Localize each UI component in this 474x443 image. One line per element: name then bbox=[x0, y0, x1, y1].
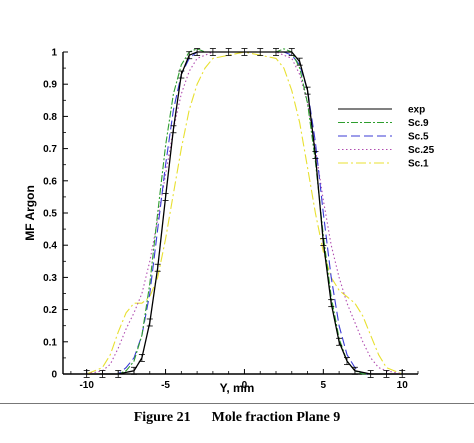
legend-label-sc-5: Sc.5 bbox=[408, 132, 429, 143]
caption-divider bbox=[0, 403, 474, 404]
x-tick-label: 0 bbox=[242, 380, 248, 391]
legend-label-sc-25: Sc.25 bbox=[408, 145, 435, 156]
y-tick-label: 1 bbox=[51, 48, 57, 59]
figure-number: Figure 21 bbox=[133, 410, 191, 425]
x-tick-label: 10 bbox=[397, 380, 409, 391]
series-line-sc-1 bbox=[86, 51, 403, 375]
series-line-sc-5 bbox=[86, 51, 403, 375]
y-tick-label: 0.3 bbox=[43, 273, 57, 284]
x-tick-label: -10 bbox=[79, 380, 94, 391]
y-tick-label: 0.1 bbox=[43, 337, 57, 348]
y-tick-label: 0 bbox=[51, 370, 57, 381]
series-line-sc-9 bbox=[86, 48, 403, 375]
series-line-exp bbox=[86, 51, 403, 375]
y-tick-label: 0.6 bbox=[43, 176, 57, 187]
y-tick-label: 0.9 bbox=[43, 80, 57, 91]
x-tick-label: 5 bbox=[321, 380, 327, 391]
y-tick-label: 0.4 bbox=[43, 241, 57, 252]
figure-caption: Figure 21 Mole fraction Plane 9 bbox=[0, 410, 474, 426]
x-tick-label: -5 bbox=[161, 380, 170, 391]
figure-title: Mole fraction Plane 9 bbox=[211, 410, 341, 425]
plot-area bbox=[63, 52, 418, 374]
x-axis-title: Y, mm bbox=[220, 381, 255, 395]
ticks-layer: 0 0.1 0.2 0.3 0.4 0.5 0.6 0.7 0.8 0.9 1 -10 -5 0 5 10 bbox=[43, 48, 419, 391]
chart: 0 0.1 0.2 0.3 0.4 0.5 0.6 0.7 0.8 0.9 1 -10 -5 0 5 10 Y… bbox=[23, 48, 435, 396]
y-tick-label: 0.8 bbox=[43, 112, 57, 123]
series-layer bbox=[83, 48, 406, 378]
legend-label-sc-1: Sc.1 bbox=[408, 159, 429, 170]
y-axis-title: MF Argon bbox=[23, 185, 37, 241]
legend-label-exp: exp bbox=[408, 105, 425, 116]
series-line-sc-25 bbox=[86, 51, 403, 375]
legend: exp Sc.9 Sc.5 Sc.25 Sc.1 bbox=[338, 105, 435, 170]
y-tick-label: 0.7 bbox=[43, 144, 57, 155]
legend-label-sc-9: Sc.9 bbox=[408, 118, 429, 129]
y-tick-label: 0.2 bbox=[43, 305, 57, 316]
plot-axes bbox=[62, 52, 418, 375]
y-tick-label: 0.5 bbox=[43, 209, 57, 220]
